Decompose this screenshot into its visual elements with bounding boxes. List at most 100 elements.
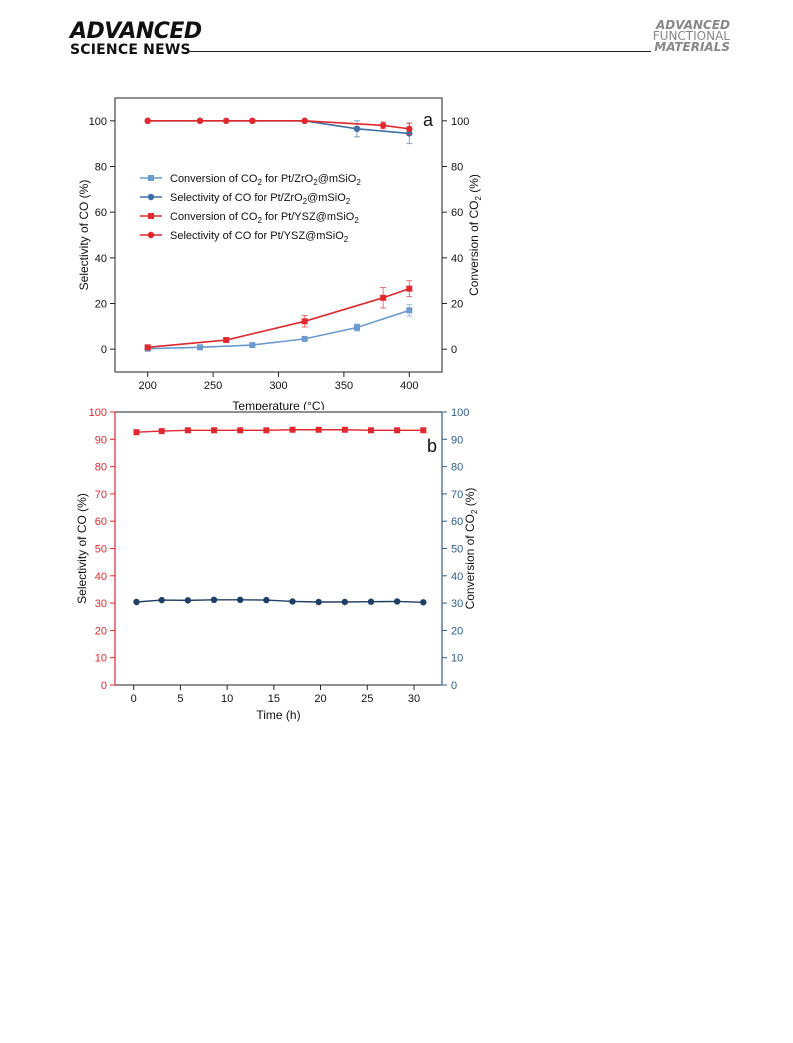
x-axis-title: Temperature (°C): [232, 399, 324, 410]
data-point: [184, 427, 191, 434]
logo-right-advanced: ADVANCED: [655, 18, 730, 32]
data-point: [210, 596, 218, 604]
panel-label: b: [427, 436, 437, 456]
x-tick-label: 250: [204, 380, 222, 392]
series-line: [136, 429, 424, 433]
x-tick-label: 20: [314, 693, 326, 705]
data-point: [133, 429, 140, 436]
data-point: [353, 324, 360, 331]
data-point: [315, 426, 322, 433]
y2-tick-label: 0: [451, 680, 457, 692]
y-tick-label: 90: [95, 434, 107, 446]
y2-tick-label: 0: [451, 344, 457, 356]
y2-tick-label: 90: [451, 434, 463, 446]
data-point: [263, 427, 270, 434]
y-axis-title: Selectivity of CO (%): [75, 493, 89, 604]
data-point: [406, 307, 413, 314]
y2-tick-label: 80: [451, 162, 463, 174]
data-point: [158, 428, 165, 435]
data-point: [222, 117, 230, 125]
data-point: [223, 337, 230, 344]
y2-tick-label: 70: [451, 489, 463, 501]
x-tick-label: 400: [400, 380, 418, 392]
y2-tick-label: 40: [451, 571, 463, 583]
legend-label: Conversion of CO2 for Pt/YSZ@mSiO2: [170, 211, 359, 225]
legend: Conversion of CO2 for Pt/ZrO2@mSiO2 Selec…: [140, 173, 361, 244]
logo-right-materials: MATERIALS: [654, 40, 730, 54]
data-point: [289, 598, 296, 605]
legend-marker: [148, 213, 154, 219]
legend-marker: [148, 175, 154, 181]
legend-label: Selectivity of CO for Pt/ZrO2@mSiO2: [170, 192, 351, 206]
y-tick-label: 0: [101, 344, 107, 356]
data-point: [249, 342, 256, 349]
data-point: [184, 597, 192, 604]
logo-advanced: ADVANCED: [70, 19, 202, 44]
y-tick-label: 60: [95, 207, 107, 219]
data-point: [289, 426, 296, 433]
data-point: [367, 598, 375, 605]
y-tick-label: 40: [95, 571, 107, 583]
series-4: [144, 117, 413, 135]
series-line: [147, 120, 410, 135]
logo-science-news: SCIENCE NEWS: [70, 42, 191, 58]
page-header: ADVANCED SCIENCE NEWS ADVANCED FUNCTIONA…: [0, 0, 793, 70]
y-tick-label: 30: [95, 598, 107, 610]
legend-marker: [147, 231, 155, 239]
data-point: [263, 596, 270, 604]
data-point: [367, 427, 374, 434]
data-point: [315, 598, 322, 606]
y-tick-label: 70: [95, 489, 107, 501]
data-point: [144, 117, 151, 125]
data-point: [301, 318, 308, 325]
x-tick-label: 30: [408, 693, 420, 705]
legend-label: Conversion of CO2 for Pt/ZrO2@mSiO2: [170, 173, 361, 187]
y-tick-label: 50: [95, 544, 107, 556]
y2-tick-label: 20: [451, 625, 463, 637]
series-1: [133, 426, 427, 436]
y-tick-label: 60: [95, 516, 107, 528]
y-tick-label: 100: [89, 407, 107, 419]
series-line: [147, 120, 410, 130]
data-point: [341, 426, 348, 433]
series-2: [133, 596, 427, 606]
x-tick-label: 25: [361, 693, 373, 705]
y2-tick-label: 100: [451, 407, 469, 419]
y2-tick-label: 80: [451, 462, 463, 474]
y-tick-label: 40: [95, 253, 107, 265]
y2-tick-label: 30: [451, 598, 463, 610]
data-point: [353, 125, 361, 133]
y-tick-label: 20: [95, 299, 107, 311]
x-axis-title: Time (h): [256, 708, 300, 722]
y2-tick-label: 20: [451, 299, 463, 311]
y2-tick-label: 100: [451, 116, 469, 128]
data-point: [420, 599, 427, 606]
data-point: [406, 125, 413, 133]
x-tick-label: 15: [268, 693, 280, 705]
x-tick-label: 350: [335, 380, 353, 392]
y2-tick-label: 50: [451, 544, 463, 556]
series-3: [144, 280, 413, 351]
legend-label: Selectivity of CO for Pt/YSZ@mSiO2: [170, 230, 349, 244]
data-point: [394, 427, 401, 434]
x-tick-label: 300: [269, 380, 287, 392]
data-point: [249, 117, 256, 125]
y-tick-label: 80: [95, 162, 107, 174]
series-line: [147, 287, 410, 349]
data-point: [341, 598, 349, 606]
chart-a: 200 250 300 350 400 0 20 40 60 80 100 0 20 40 60 80 100 T…: [77, 97, 483, 410]
data-point: [420, 427, 427, 434]
logo-right-functional: FUNCTIONAL: [652, 29, 730, 43]
data-point: [158, 596, 165, 604]
data-point: [211, 427, 218, 434]
y2-tick-label: 60: [451, 207, 463, 219]
data-point: [236, 596, 244, 604]
data-point: [379, 122, 387, 129]
data-point: [406, 285, 413, 292]
data-point: [197, 344, 204, 351]
data-point: [144, 344, 151, 351]
y2-tick-label: 10: [451, 653, 463, 665]
data-point: [393, 598, 401, 605]
y2-tick-label: 60: [451, 516, 463, 528]
data-point: [237, 427, 244, 434]
